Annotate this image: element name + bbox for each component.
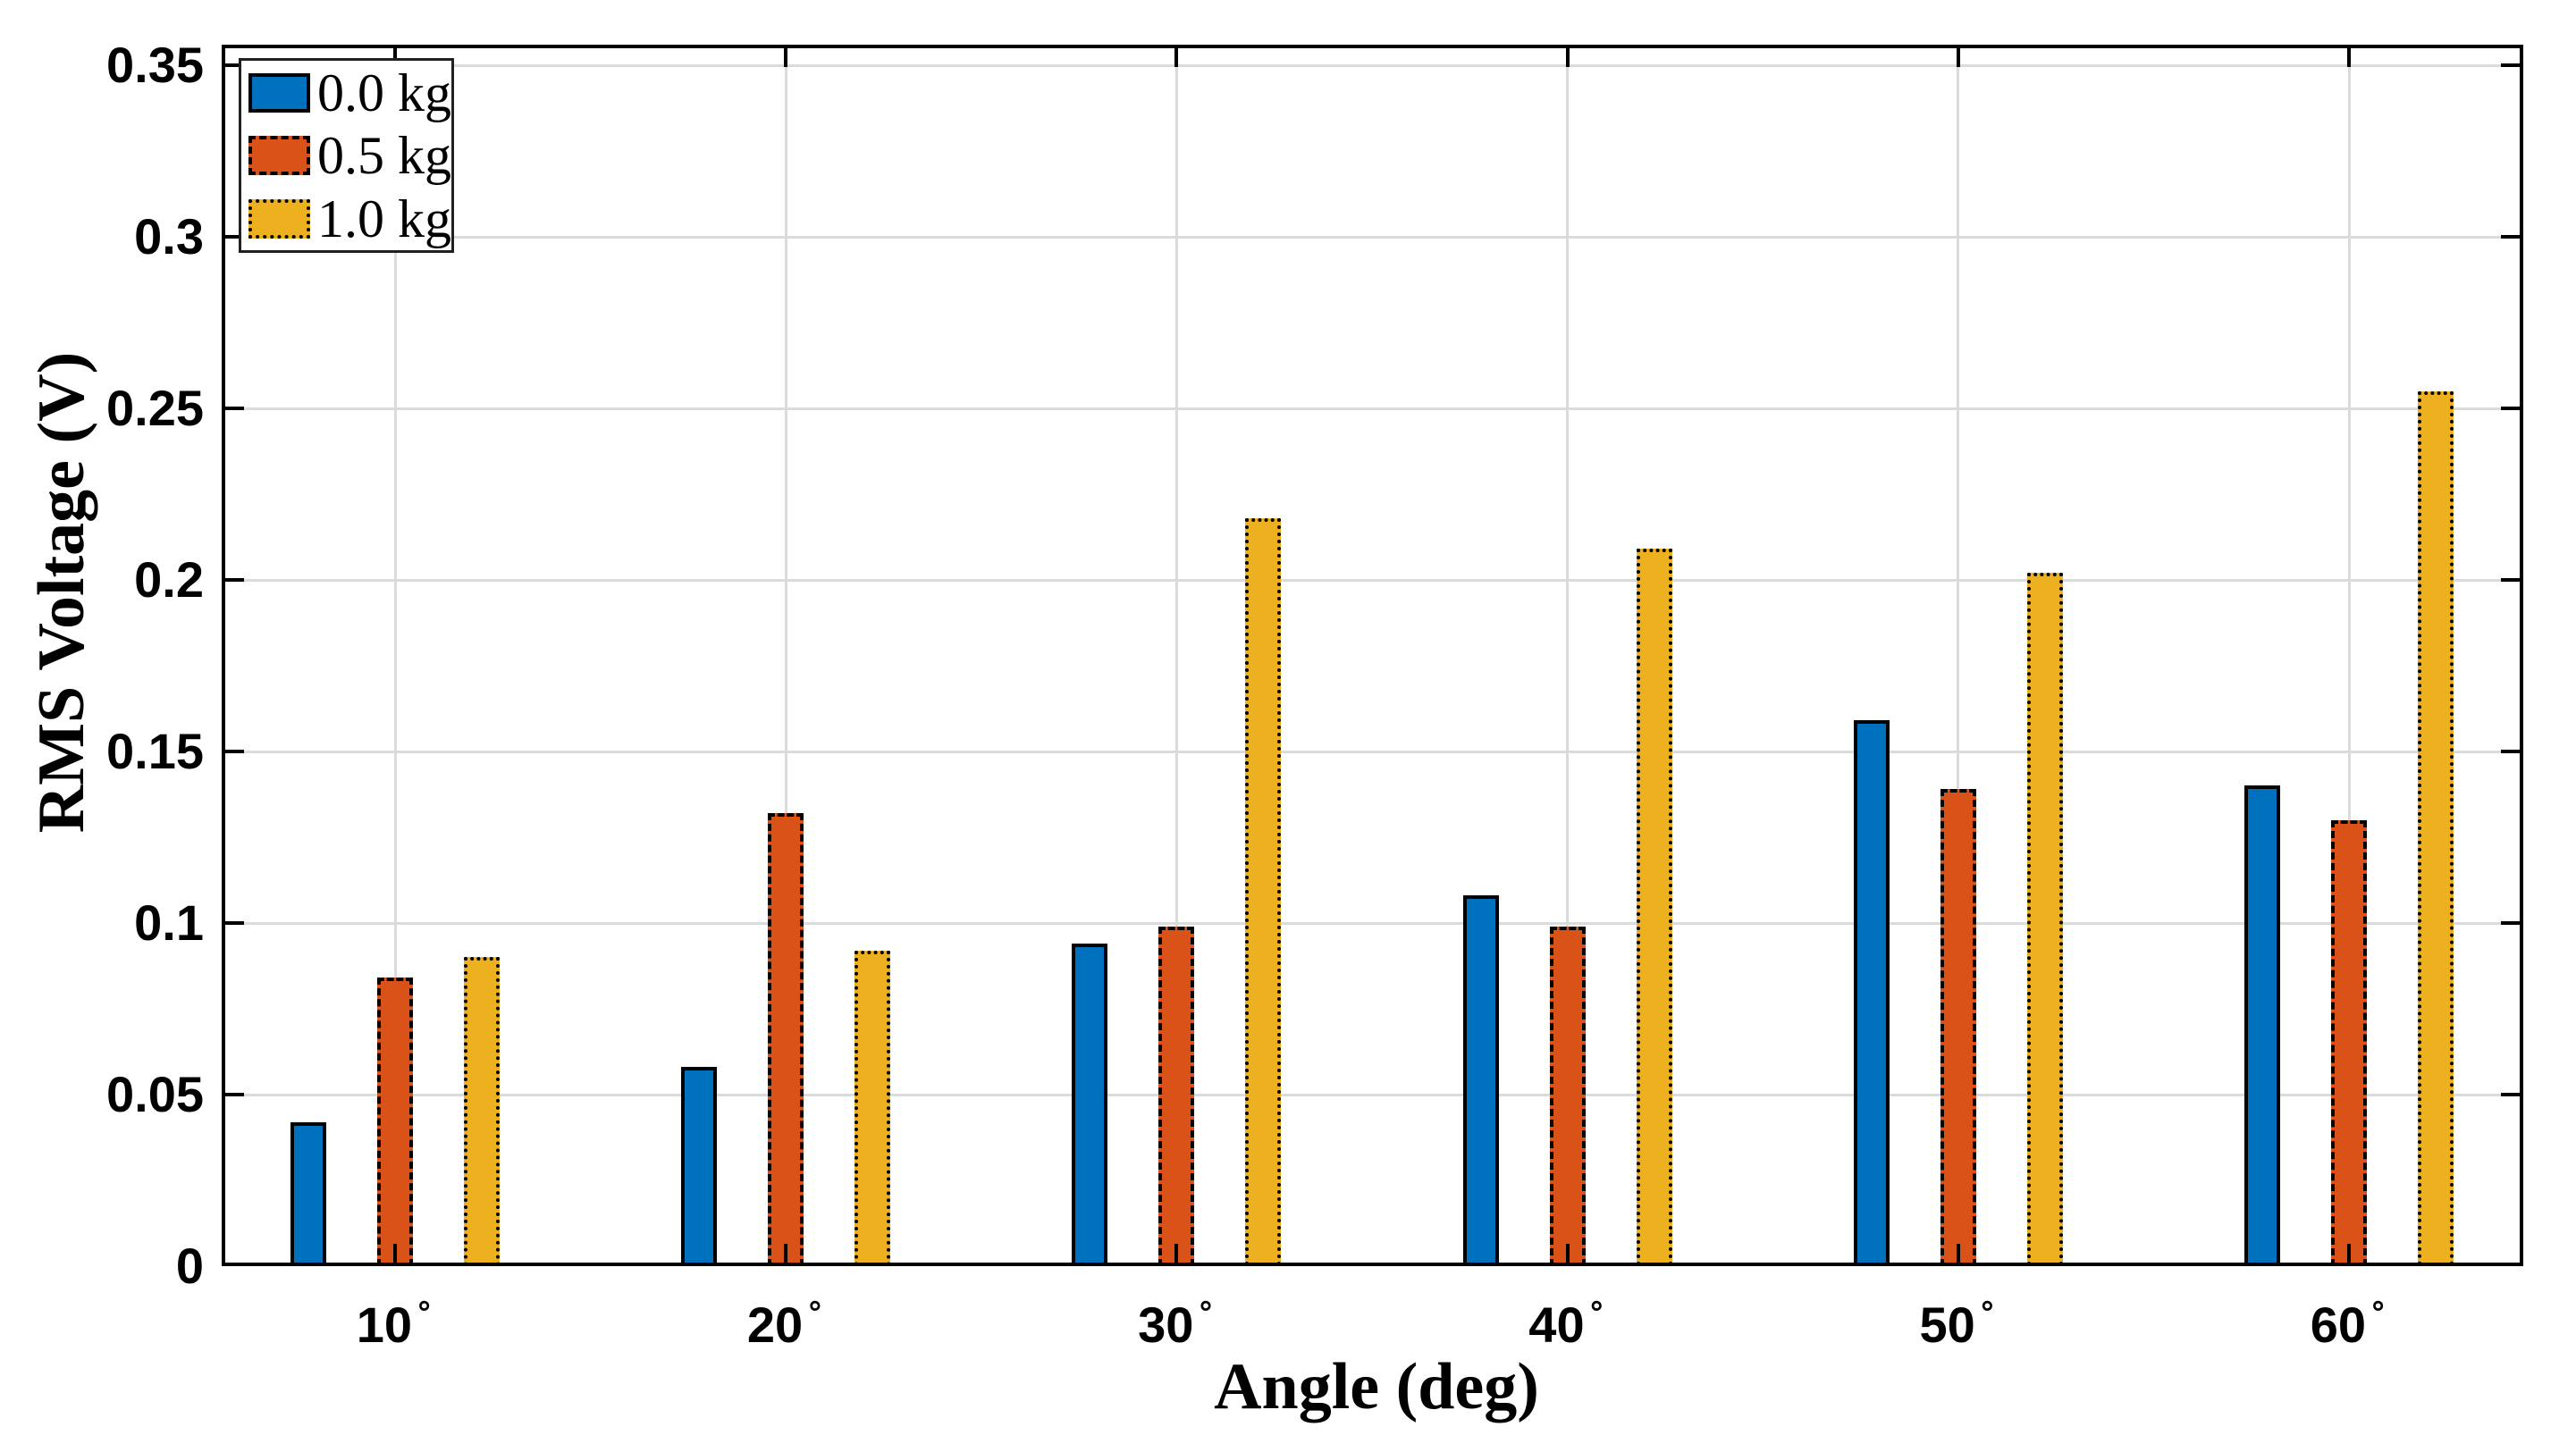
legend-label: 1.0 kg (317, 189, 451, 248)
x-gridline (1566, 45, 1570, 1266)
x-tick-bottom (393, 1244, 397, 1266)
y-gridline (222, 63, 2523, 67)
degree-symbol: ∘ (805, 1288, 825, 1322)
y-tick-left (222, 578, 244, 582)
plot-border (222, 45, 2523, 1266)
x-tick-bottom (784, 1244, 788, 1266)
y-tick-right (2501, 921, 2523, 925)
y-tick-label: 0.3 (134, 208, 204, 264)
x-tick-top (1565, 45, 1570, 67)
bar-1-0-kg-60deg (2418, 391, 2454, 1266)
bar-0-0-kg-10deg (290, 1122, 326, 1266)
legend-label: 0.0 kg (317, 63, 451, 122)
x-gridline (393, 45, 397, 1266)
x-tick-bottom (2347, 1244, 2351, 1266)
y-tick-right (2501, 235, 2523, 239)
y-gridline (222, 578, 2523, 582)
x-tick-value: 50 (1919, 1297, 1975, 1353)
x-gridline (1957, 45, 1960, 1266)
y-tick-left (222, 407, 244, 410)
bar-0-0-kg-60deg (2244, 785, 2280, 1266)
legend-swatch-1-0-kg (248, 199, 310, 239)
x-tick-value: 10 (356, 1297, 412, 1353)
x-tick-top (1956, 45, 1960, 67)
plot-area (222, 45, 2523, 1266)
bar-1-0-kg-50deg (2026, 573, 2063, 1266)
y-tick-label: 0.35 (106, 37, 204, 93)
x-tick-value: 20 (746, 1297, 804, 1353)
degree-symbol: ∘ (1196, 1288, 1216, 1322)
bar-0-5-kg-20deg (768, 813, 804, 1266)
x-gridline (1174, 45, 1178, 1266)
x-tick-bottom (1565, 1244, 1570, 1266)
x-tick-label: 10∘ (261, 1290, 529, 1350)
x-tick-label: 20∘ (652, 1290, 920, 1350)
y-tick-label: 0 (175, 1238, 204, 1294)
x-tick-top (784, 45, 788, 67)
bar-1-0-kg-10deg (464, 957, 500, 1266)
y-gridline (222, 407, 2523, 410)
y-tick-left (222, 750, 244, 753)
degree-symbol: ∘ (415, 1288, 434, 1322)
legend-label: 0.5 kg (317, 126, 451, 185)
legend-swatch-0-5-kg (248, 136, 310, 175)
bar-0-5-kg-60deg (2331, 820, 2367, 1266)
y-tick-label: 0.25 (106, 380, 204, 436)
x-tick-value: 30 (1138, 1297, 1194, 1353)
bar-0-5-kg-40deg (1549, 927, 1586, 1266)
y-axis-label: RMS Voltage (V) (25, 351, 98, 834)
y-tick-left (222, 235, 244, 239)
x-tick-value: 60 (2310, 1297, 2366, 1353)
y-tick-label: 0.2 (134, 551, 204, 608)
x-tick-top (2347, 45, 2351, 67)
bar-0-0-kg-40deg (1462, 895, 1499, 1266)
bar-0-0-kg-20deg (681, 1067, 718, 1266)
y-tick-left (222, 1093, 244, 1096)
bar-1-0-kg-20deg (854, 951, 891, 1266)
degree-symbol: ∘ (1977, 1288, 1998, 1322)
y-tick-left (222, 921, 244, 925)
bar-1-0-kg-30deg (1245, 518, 1282, 1266)
y-tick-right (2501, 407, 2523, 410)
x-tick-label: 30∘ (1042, 1290, 1310, 1350)
x-gridline (784, 45, 787, 1266)
bar-0-0-kg-30deg (1072, 944, 1108, 1266)
legend-swatch-0-0-kg (248, 73, 310, 113)
legend: 0.0 kg 0.5 kg 1.0 kg (239, 58, 454, 253)
y-tick-label: 0.1 (134, 894, 204, 951)
y-tick-right (2501, 63, 2523, 67)
bar-0-5-kg-50deg (1940, 789, 1976, 1266)
x-tick-label: 60∘ (2215, 1290, 2483, 1350)
x-tick-top (1174, 45, 1179, 67)
y-gridline (222, 235, 2523, 239)
bar-0-5-kg-30deg (1158, 927, 1195, 1266)
y-tick-label: 0.05 (106, 1066, 204, 1122)
y-tick-right (2501, 578, 2523, 582)
y-gridline (222, 921, 2523, 925)
degree-symbol: ∘ (1587, 1288, 1606, 1322)
y-gridline (222, 1093, 2523, 1096)
x-tick-value: 40 (1528, 1297, 1585, 1353)
bar-1-0-kg-40deg (1636, 549, 1672, 1266)
y-tick-right (2501, 750, 2523, 753)
bar-0-5-kg-10deg (377, 978, 413, 1266)
y-tick-left (222, 63, 244, 67)
x-tick-bottom (1174, 1244, 1179, 1266)
x-tick-top (393, 45, 397, 67)
x-tick-label: 40∘ (1434, 1290, 1702, 1350)
x-tick-label: 50∘ (1824, 1290, 2092, 1350)
bar-0-0-kg-50deg (1853, 720, 1890, 1266)
x-gridline (2347, 45, 2351, 1266)
y-tick-label: 0.15 (106, 723, 204, 779)
y-tick-right (2501, 1093, 2523, 1096)
x-axis-label: Angle (deg) (1214, 1350, 1539, 1423)
y-gridline (222, 750, 2523, 753)
degree-symbol: ∘ (2369, 1288, 2388, 1322)
x-tick-bottom (1956, 1244, 1960, 1266)
